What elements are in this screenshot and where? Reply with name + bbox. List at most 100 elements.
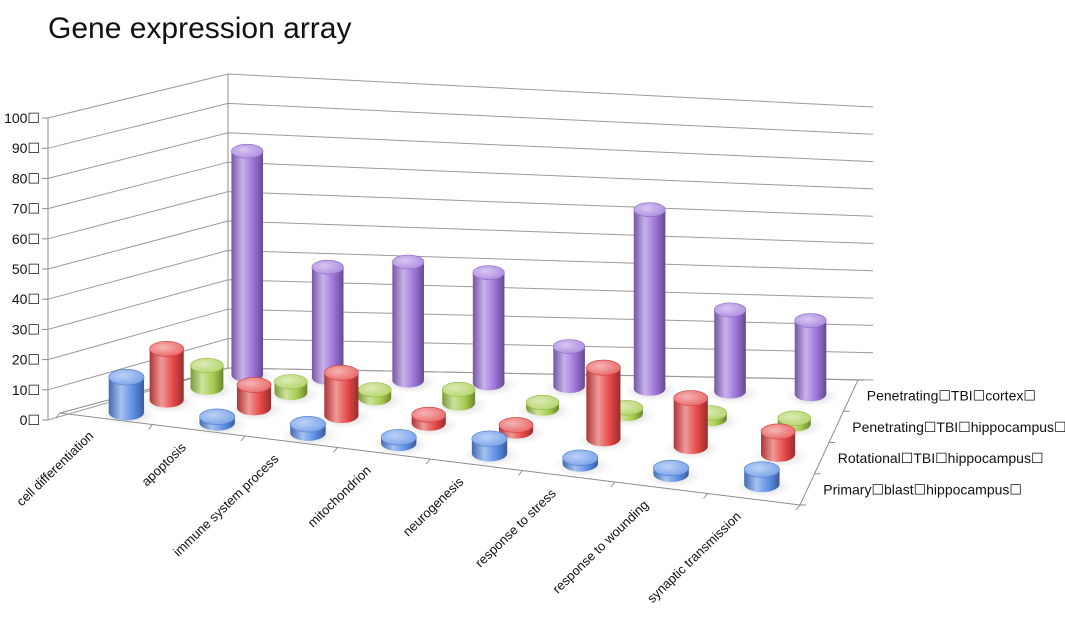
x-tick-mark bbox=[55, 412, 61, 419]
bar bbox=[784, 313, 841, 408]
bar-top bbox=[311, 259, 344, 275]
bar-top bbox=[760, 423, 796, 440]
x-tick-mark bbox=[703, 493, 708, 499]
x-category-label: response to wounding bbox=[549, 497, 651, 596]
gridline bbox=[47, 161, 874, 210]
bar-body bbox=[761, 431, 796, 462]
bar bbox=[401, 406, 460, 437]
bar-body bbox=[553, 346, 585, 394]
bar-top bbox=[289, 415, 326, 433]
bar-top bbox=[743, 461, 780, 478]
bar bbox=[462, 265, 519, 397]
bar-top bbox=[324, 364, 359, 381]
y-tick-label: 40☐ bbox=[12, 291, 40, 307]
bar-body bbox=[149, 348, 184, 408]
bar-top bbox=[498, 417, 534, 433]
bar bbox=[623, 202, 680, 402]
bar-top bbox=[653, 459, 690, 477]
bar bbox=[663, 390, 722, 461]
bar-top bbox=[149, 340, 185, 357]
bar-top bbox=[586, 359, 621, 376]
bar bbox=[734, 461, 794, 499]
bar-top bbox=[274, 374, 308, 390]
x-category-label: cell differentiation bbox=[13, 428, 96, 509]
series-label: Primary☐blast☐hippocampus☐ bbox=[823, 481, 1022, 497]
bar-body bbox=[794, 320, 827, 402]
y-tick-label: 30☐ bbox=[12, 321, 40, 337]
x-tick-mark bbox=[610, 481, 616, 488]
bar-top bbox=[794, 313, 827, 328]
bar bbox=[576, 359, 635, 453]
y-tick-label: 80☐ bbox=[12, 170, 40, 186]
bar bbox=[516, 394, 574, 422]
gridline bbox=[47, 102, 874, 149]
bar-top bbox=[472, 265, 505, 281]
y-tick-label: 0☐ bbox=[20, 412, 40, 428]
x-tick-mark bbox=[518, 470, 523, 476]
bar bbox=[189, 408, 249, 437]
bar-body bbox=[673, 398, 708, 455]
gridline bbox=[47, 220, 874, 270]
y-tick-label: 10☐ bbox=[12, 382, 40, 398]
series-label: Penetrating☐TBI☐cortex☐ bbox=[867, 388, 1036, 404]
bar bbox=[264, 374, 322, 407]
x-category-label: immune system process bbox=[170, 451, 282, 559]
bar bbox=[280, 415, 340, 447]
bar bbox=[221, 143, 278, 389]
bar-top bbox=[108, 368, 145, 386]
gridline bbox=[47, 249, 874, 300]
gridline bbox=[47, 73, 874, 119]
bar-body bbox=[586, 367, 621, 447]
bar bbox=[704, 302, 760, 405]
bar bbox=[382, 254, 438, 394]
bar bbox=[432, 381, 490, 417]
bar-top bbox=[777, 410, 812, 426]
bar-body bbox=[633, 209, 666, 396]
bar bbox=[226, 377, 286, 422]
bar bbox=[314, 364, 373, 430]
bar-body bbox=[190, 365, 224, 395]
bar-top bbox=[553, 339, 586, 354]
x-tick-mark bbox=[425, 458, 431, 465]
bar bbox=[643, 459, 703, 488]
bar-top bbox=[392, 254, 425, 270]
x-category-label: response to stress bbox=[472, 485, 559, 570]
bar-top bbox=[199, 408, 236, 425]
bar-top bbox=[441, 381, 476, 398]
bar bbox=[371, 429, 431, 458]
series-label: Penetrating☐TBI☐hippocampus☐ bbox=[852, 419, 1065, 435]
y-tick-label: 70☐ bbox=[12, 201, 40, 217]
bar-top bbox=[236, 377, 272, 393]
bar bbox=[552, 449, 612, 478]
bars bbox=[98, 143, 841, 499]
y-tick-label: 50☐ bbox=[12, 261, 40, 277]
y-tick-label: 20☐ bbox=[12, 352, 40, 368]
x-tick-mark bbox=[795, 504, 801, 511]
bar bbox=[98, 368, 159, 427]
bar-body bbox=[714, 309, 746, 399]
gridline bbox=[47, 191, 874, 240]
x-category-label: mitochondrion bbox=[305, 463, 374, 531]
bar-top bbox=[471, 430, 508, 447]
x-category-label: neurogenesis bbox=[400, 474, 467, 539]
series-label: Rotational☐TBI☐hippocampus☐ bbox=[838, 450, 1044, 466]
x-category-label: synaptic transmission bbox=[644, 509, 744, 606]
bar-top bbox=[713, 302, 747, 318]
y-tick-label: 100☐ bbox=[4, 110, 40, 126]
bar bbox=[348, 382, 406, 412]
y-axis-labels: 0☐ 10☐ 20☐ 30☐ 40☐ 50☐ 60☐ 70☐ 80☐ 90☐ 100☐ bbox=[4, 110, 40, 428]
chart-title: Gene expression array bbox=[48, 12, 352, 45]
bar-top bbox=[190, 358, 224, 374]
y-tick-label: 90☐ bbox=[12, 140, 40, 156]
bar-body bbox=[472, 272, 505, 391]
bar-body bbox=[392, 262, 424, 388]
bar-top bbox=[358, 382, 392, 398]
bar-body bbox=[324, 372, 359, 424]
bar-top bbox=[633, 202, 666, 218]
x-category-label: apoptosis bbox=[138, 439, 189, 489]
bar-top bbox=[562, 449, 599, 466]
bar-body bbox=[311, 267, 344, 385]
bar-top bbox=[231, 143, 264, 159]
x-tick-mark bbox=[333, 447, 338, 453]
